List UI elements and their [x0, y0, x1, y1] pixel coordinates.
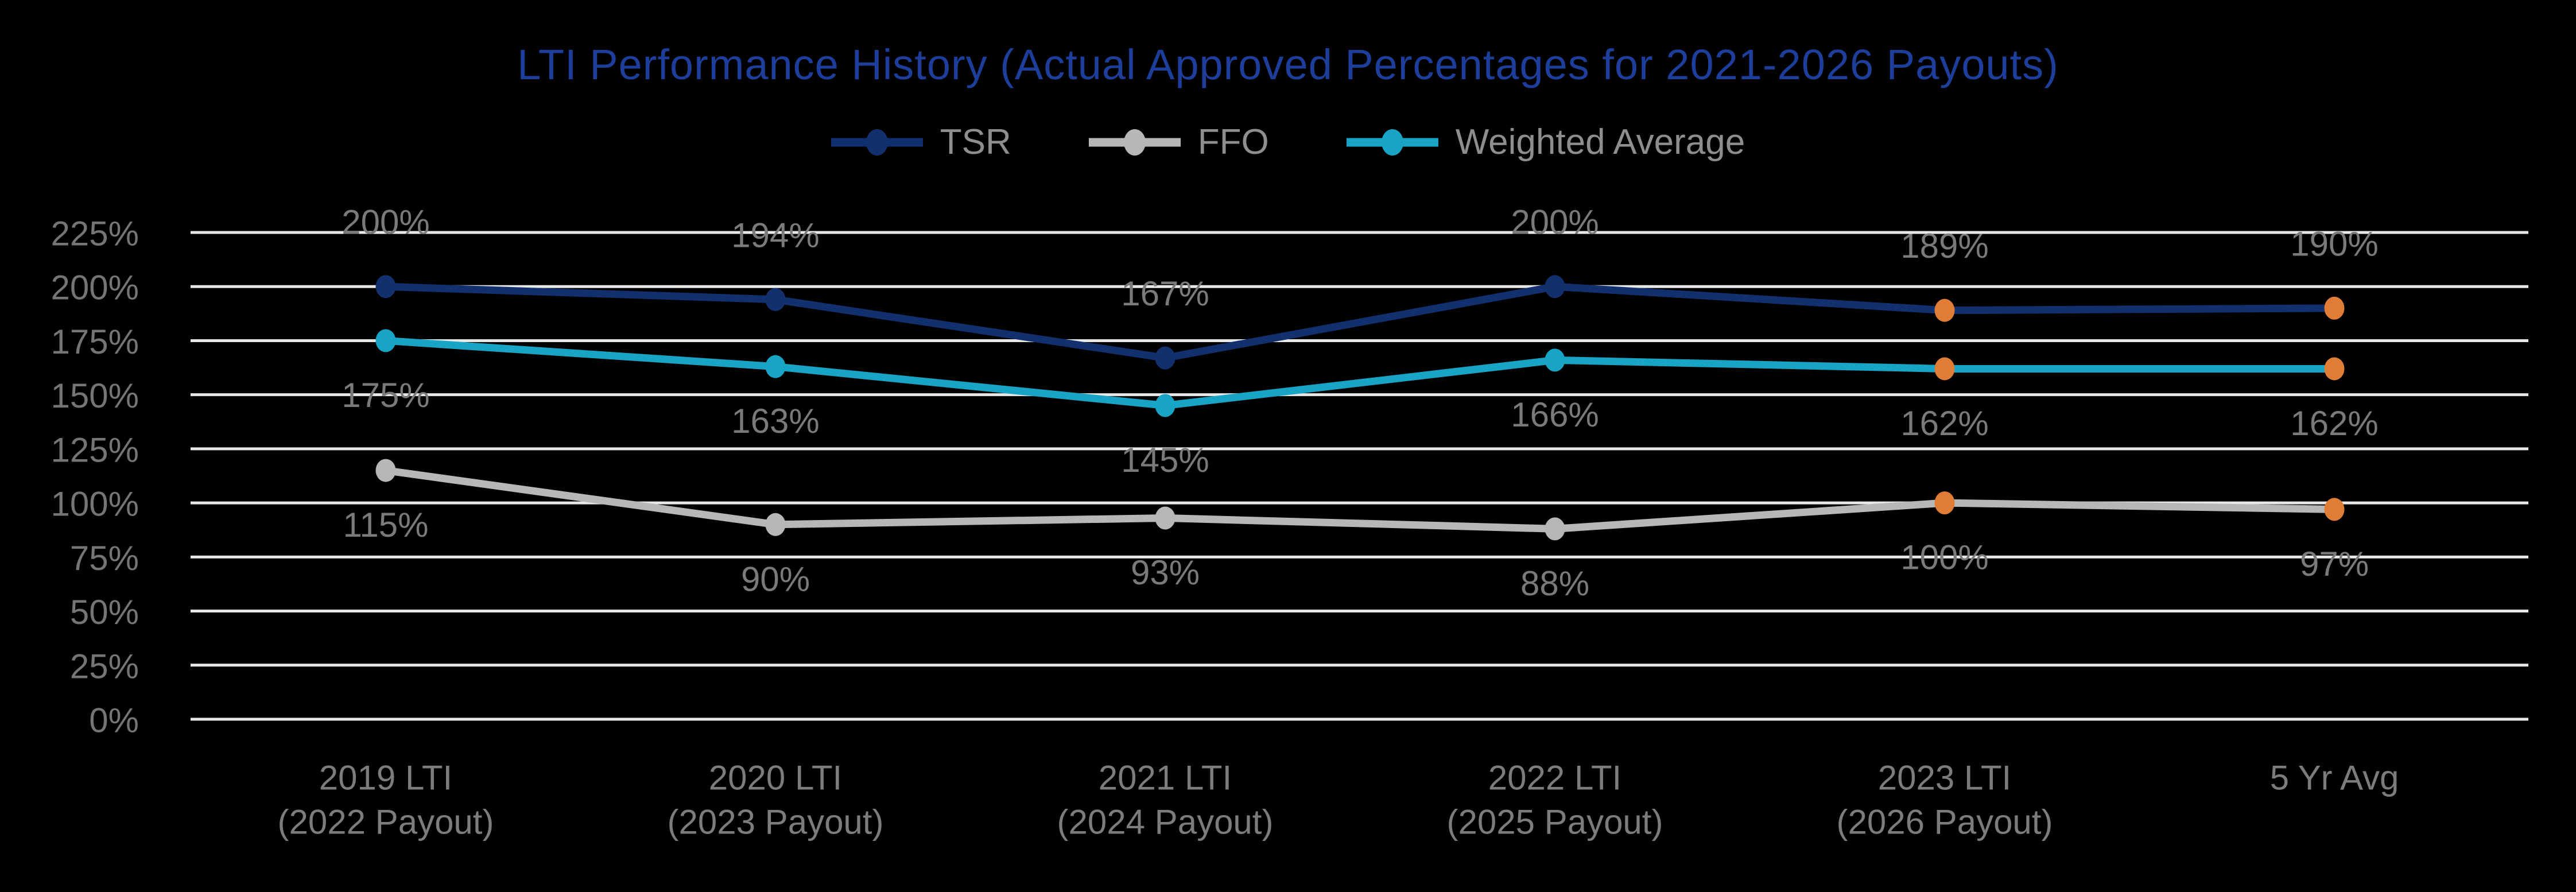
data-label-weighted-average: 145%: [1121, 441, 1209, 479]
series-line-tsr: [385, 282, 2335, 362]
legend-item-weighted-average: Weighted Average: [1346, 122, 1745, 162]
y-axis-tick-label: 75%: [70, 539, 139, 577]
legend-label: FFO: [1197, 122, 1269, 162]
x-axis-category-label: (2022 Payout): [278, 803, 494, 841]
data-point-ffo-1: [765, 513, 786, 536]
x-axis-category-label: (2023 Payout): [668, 803, 884, 841]
legend-marker-sample: [866, 129, 888, 156]
data-point-weighted-average-0: [375, 329, 396, 352]
x-axis-category-label: (2026 Payout): [1837, 803, 2053, 841]
data-point-tsr-4-highlighted: [1934, 298, 1955, 322]
data-point-weighted-average-2: [1155, 394, 1176, 417]
data-label-weighted-average: 163%: [731, 402, 819, 440]
y-axis-tick-label: 100%: [51, 485, 139, 523]
data-label-weighted-average: 162%: [1900, 404, 1988, 443]
y-axis-tick-label: 125%: [51, 431, 139, 469]
data-label-tsr: 200%: [1511, 203, 1599, 242]
y-axis-tick-label: 25%: [70, 647, 139, 685]
data-label-weighted-average: 166%: [1511, 395, 1599, 434]
series-line-weighted-average: [385, 336, 2334, 410]
legend-marker-weighted-average-icon: [1346, 129, 1438, 156]
y-axis-tick-label: 150%: [51, 377, 139, 415]
chart-title: LTI Performance History (Actual Approved…: [517, 41, 2059, 88]
data-label-weighted-average: 175%: [342, 376, 429, 414]
x-axis-category-label: 2019 LTI: [319, 759, 452, 797]
data-point-weighted-average-4-highlighted: [1934, 357, 1955, 381]
x-axis-category-label: 2021 LTI: [1099, 759, 1232, 797]
data-label-ffo: 88%: [1520, 564, 1589, 603]
x-axis-category-label: (2024 Payout): [1057, 803, 1274, 841]
data-point-tsr-1: [765, 288, 786, 311]
legend-label: TSR: [940, 122, 1011, 162]
data-label-ffo: 93%: [1131, 553, 1200, 592]
data-label-ffo: 97%: [2300, 545, 2369, 583]
y-axis-tick-label: 225%: [51, 215, 139, 253]
data-label-tsr: 194%: [731, 216, 819, 254]
data-label-ffo: 100%: [1900, 538, 1988, 577]
legend: TSR FFO Weighted Average: [0, 122, 2576, 162]
data-label-tsr: 200%: [342, 203, 429, 242]
data-point-weighted-average-5-highlighted: [2324, 357, 2345, 381]
data-point-ffo-0: [375, 459, 396, 482]
x-axis-category-label: 2023 LTI: [1878, 759, 2011, 797]
y-axis-tick-label: 0%: [89, 701, 139, 740]
y-axis-tick-label: 200%: [51, 269, 139, 307]
y-axis-tick-label: 175%: [51, 323, 139, 361]
data-point-ffo-2: [1155, 506, 1176, 530]
legend-marker-ffo-icon: [1088, 129, 1181, 156]
data-point-ffo-4-highlighted: [1934, 491, 1955, 515]
data-point-tsr-2: [1155, 346, 1176, 370]
data-label-weighted-average: 162%: [2290, 404, 2378, 443]
data-point-ffo-5-highlighted: [2324, 498, 2345, 521]
legend-item-tsr: TSR: [831, 122, 1011, 162]
data-point-tsr-0: [375, 275, 396, 298]
data-point-weighted-average-1: [765, 355, 786, 378]
legend-marker-tsr-icon: [831, 129, 923, 156]
x-axis-category-label: 2020 LTI: [709, 759, 842, 797]
legend-marker-sample: [1123, 129, 1146, 156]
x-axis-category-label: 5 Yr Avg: [2270, 759, 2399, 797]
data-point-tsr-5-highlighted: [2324, 296, 2345, 320]
legend-label: Weighted Average: [1455, 122, 1745, 162]
data-label-tsr: 189%: [1900, 227, 1988, 265]
data-point-tsr-3: [1545, 275, 1565, 298]
series-line-ffo: [385, 467, 2335, 533]
y-axis-tick-label: 50%: [70, 593, 139, 631]
data-point-weighted-average-3: [1545, 348, 1565, 372]
data-label-ffo: 90%: [741, 560, 810, 598]
legend-marker-sample: [1381, 129, 1403, 156]
x-axis-category-label: (2025 Payout): [1447, 803, 1663, 841]
legend-item-ffo: FFO: [1088, 122, 1269, 162]
data-label-tsr: 167%: [1121, 274, 1209, 313]
data-point-ffo-3: [1545, 517, 1565, 541]
data-label-ffo: 115%: [343, 506, 428, 544]
x-axis-category-label: 2022 LTI: [1488, 759, 1621, 797]
data-label-tsr: 190%: [2290, 224, 2378, 263]
